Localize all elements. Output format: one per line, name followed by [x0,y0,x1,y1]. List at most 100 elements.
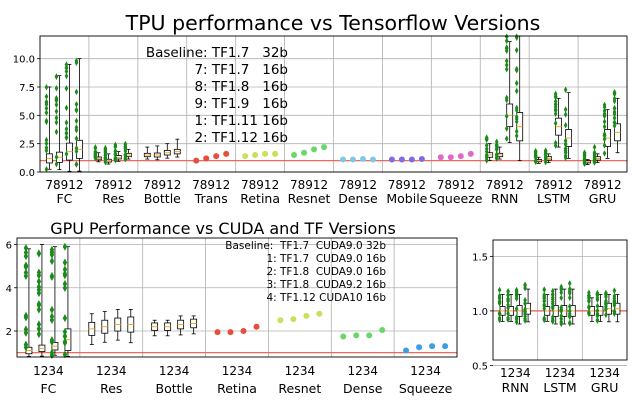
outlier-point [62,258,68,267]
group-label: Dense [338,191,378,206]
outlier-point [523,313,527,320]
data-point [429,343,436,350]
x-tick-label: 78912 [290,178,328,192]
outlier-point [484,142,489,149]
outlier-point [595,296,600,304]
outlier-point [523,309,527,317]
outlier-point [612,104,617,112]
gpu-legend-entry: Baseline: TF1.7 CUDA9.0 32b [225,240,386,252]
group-label: LSTM [537,191,570,206]
outlier-point [612,119,617,127]
outlier-point [74,117,79,125]
x-tick-label: 78912 [437,178,475,192]
outlier-point [64,104,69,112]
outlier-point [514,33,519,40]
x-tick-label: 1234 [33,364,64,378]
outlier-point [612,97,617,105]
outlier-point [533,157,538,165]
group-label: LSTM [543,380,576,395]
outlier-point [54,101,59,108]
outlier-point [49,305,55,314]
data-point [223,150,230,157]
data-point [262,150,269,157]
outlier-point [49,271,55,280]
outlier-point [123,155,128,163]
outlier-point [514,46,519,54]
outlier-point [553,98,558,105]
outlier-point [567,303,572,310]
outlier-point [602,142,607,149]
y-tick-label: 6 [6,240,12,251]
outlier-point [504,135,509,142]
outlier-point [74,88,79,96]
outlier-point [36,320,42,329]
data-point [277,317,284,324]
outlier-point [567,287,572,294]
group-label: Resnet [278,381,321,396]
x-tick-label: 78912 [388,178,426,192]
data-point [379,326,386,333]
outlier-point [44,144,49,151]
outlier-point [543,148,548,155]
outlier-point [504,66,509,73]
data-point [290,316,297,323]
outlier-point [612,297,617,304]
outlier-point [62,269,68,278]
outlier-point [54,96,59,104]
data-point [418,155,425,162]
tpu-legend-entry: 8: TF1.8 16b [194,79,288,95]
outlier-point [64,68,69,75]
outlier-point [550,300,555,308]
outlier-point [602,118,607,125]
group-label: Trans [194,191,228,206]
outlier-point [587,289,591,296]
outlier-point [587,297,591,305]
outlier-point [123,144,128,151]
outlier-point [49,248,55,257]
outlier-point [494,146,499,153]
x-tick-label: 78912 [241,178,279,192]
data-point [408,156,415,163]
gpu-legend-entry: 4: TF1.12 CUDA10 16b [266,292,386,304]
outlier-point [504,96,509,104]
group-label: FC [56,191,72,206]
outlier-point [567,280,572,287]
outlier-point [74,135,79,142]
outlier-point [484,145,489,153]
group-label: RNN [491,191,518,206]
outlier-point [602,150,607,157]
outlier-point [74,57,79,65]
outlier-point [36,249,42,258]
outlier-point [582,150,587,157]
data-point [388,156,395,163]
outlier-point [567,294,572,301]
outlier-point [504,112,509,120]
outlier-point [54,128,59,136]
outlier-point [559,318,564,326]
y-tick-label: 1.5 [472,252,488,263]
outlier-point [23,243,29,252]
chart-title-gpu: GPU Performance vs CUDA and TF Versions [50,219,396,238]
outlier-point [592,143,597,151]
outlier-point [553,110,558,117]
outlier-point [62,332,68,341]
outlier-point [604,311,608,319]
outlier-point [74,161,79,168]
outlier-point [74,144,79,152]
x-tick-label: 78912 [45,178,83,192]
outlier-point [595,290,600,298]
tpu-plot-area: 0.02.55.07.510.078912FC78912Res78912Bott… [13,33,628,206]
outlier-point [592,159,597,166]
outlier-point [595,317,600,324]
group-label: FC [40,381,56,396]
gpu-plot-area: 2 4 6 1234 FC 1234 Res 1234 Bottle 1234 Retina 1234… [6,237,458,396]
x-tick-label: 78912 [486,178,524,192]
y-tick-label: 2 [6,327,12,338]
outlier-point [612,89,617,97]
group-label: Mobile [386,191,427,206]
outlier-point [533,147,538,155]
x-tick-label: 1234 [500,366,531,380]
chart-title-tpu: TPU performance vs Tensorflow Versions [125,11,541,35]
outlier-point [54,84,59,92]
outlier-point [36,330,42,339]
